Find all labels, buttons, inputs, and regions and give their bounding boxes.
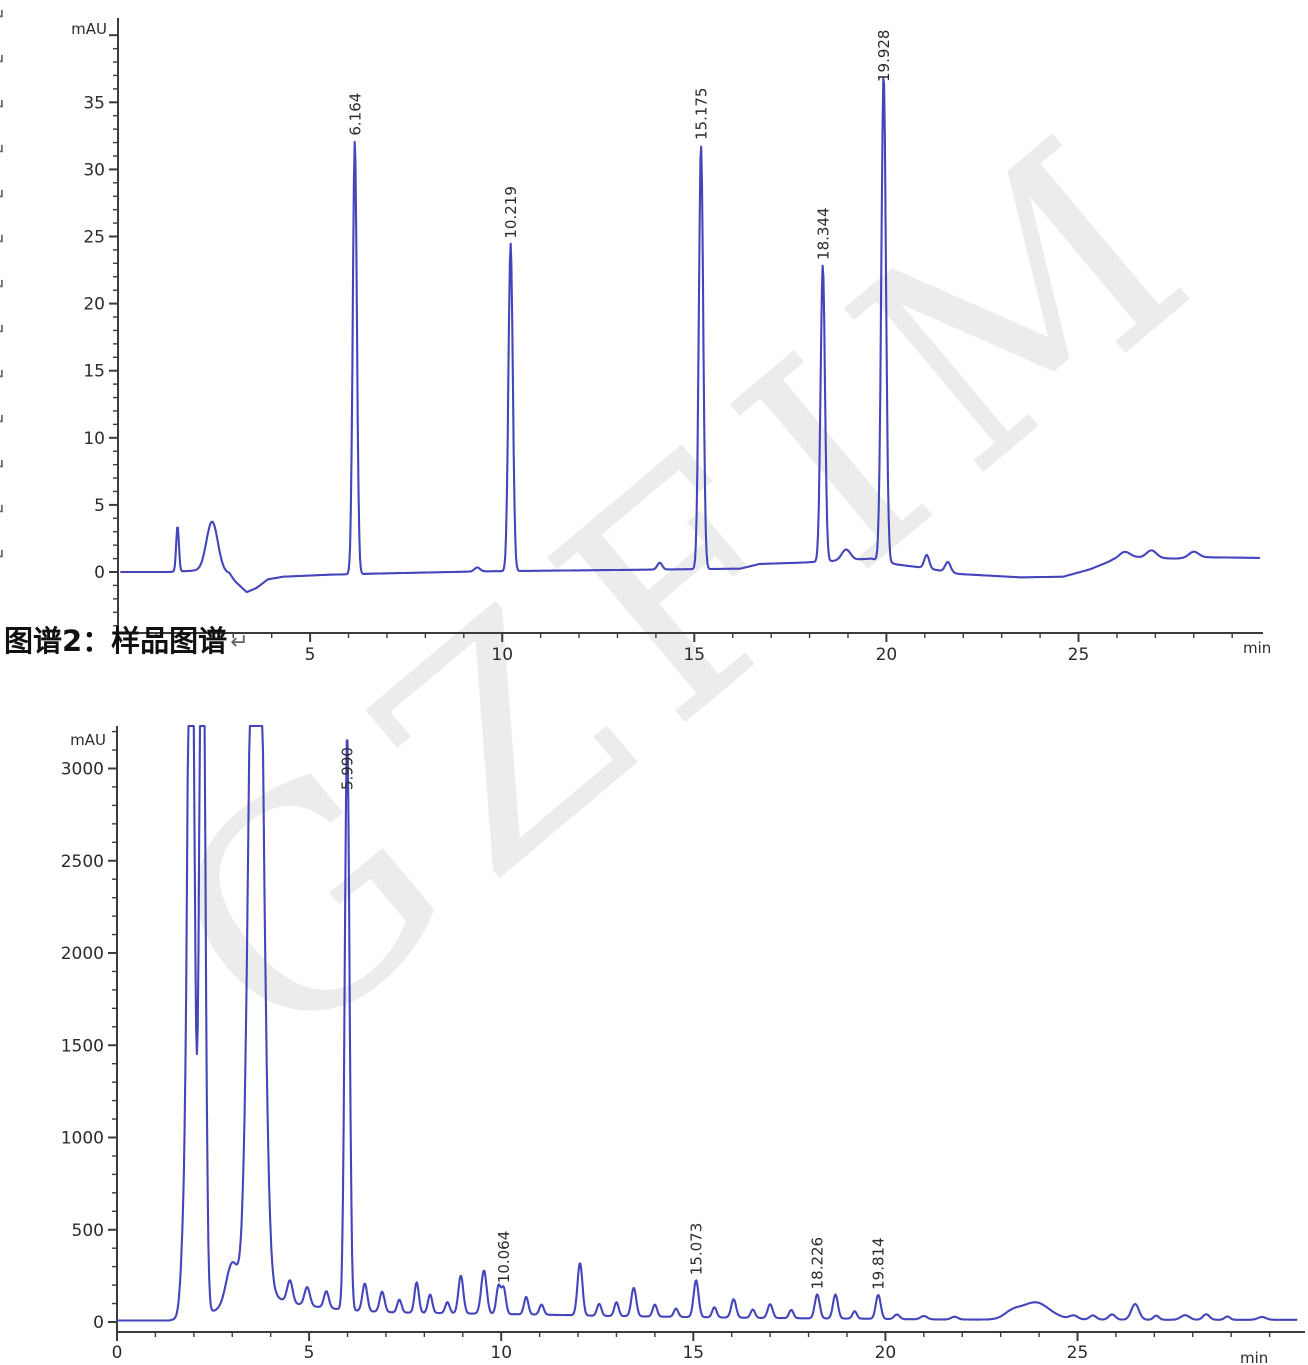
x-tick-label: 10 xyxy=(491,645,513,665)
x-axis-unit-label: min xyxy=(1240,1349,1268,1365)
paragraph-mark-icon: ↵ xyxy=(0,186,7,207)
peak-retention-time-label: 18.344 xyxy=(814,207,832,260)
y-tick-label: 10 xyxy=(83,429,105,449)
y-tick-label: 2500 xyxy=(61,852,104,872)
y-tick-label: 0 xyxy=(93,1313,104,1333)
x-tick-label: 5 xyxy=(304,1343,315,1363)
y-tick-label: 500 xyxy=(72,1221,104,1241)
paragraph-mark-icon: ↵ xyxy=(0,276,7,297)
x-tick-label: 5 xyxy=(305,645,316,665)
y-axis-unit-label: mAU xyxy=(71,20,107,38)
peak-retention-time-label: 10.064 xyxy=(495,1231,513,1284)
x-axis-unit-label: min xyxy=(1243,639,1271,657)
y-tick-label: 2000 xyxy=(61,944,104,964)
peak-retention-time-label: 19.928 xyxy=(875,30,893,83)
paragraph-mark-icon: ↵ xyxy=(0,6,7,27)
x-tick-label: 20 xyxy=(875,1343,897,1363)
paragraph-mark-icon: ↵ xyxy=(0,501,7,522)
x-tick-label: 10 xyxy=(490,1343,512,1363)
chromatogram-bottom-trace xyxy=(115,724,1298,1322)
chromatogram-top-trace xyxy=(120,77,1261,594)
peak-retention-time-label: 15.073 xyxy=(688,1223,706,1276)
y-tick-label: 30 xyxy=(83,160,105,180)
y-tick-label: 5 xyxy=(94,496,105,516)
figure-caption: 图谱2：样品图谱 ↵ xyxy=(4,618,249,660)
y-tick-label: 35 xyxy=(83,93,105,113)
peak-retention-time-label: 5.990 xyxy=(339,747,357,790)
x-tick-label: 15 xyxy=(682,1343,704,1363)
peak-retention-time-label: 18.226 xyxy=(809,1237,827,1290)
paragraph-mark-icon: ↵ xyxy=(0,321,7,342)
y-tick-label: 1000 xyxy=(61,1129,104,1149)
chromatogram-bottom: 0 500 1000 1500 2000 2500 3000 0 5 10 15 20 25 mAU min… xyxy=(61,724,1305,1365)
figure-caption-text: 图谱2：样品图谱 xyxy=(4,624,228,658)
x-tick-label: 15 xyxy=(683,645,705,665)
peak-retention-time-label: 15.175 xyxy=(693,88,711,141)
y-tick-label: 1500 xyxy=(61,1036,104,1056)
y-tick-label: 25 xyxy=(83,228,105,248)
paragraph-mark-icon: ↵ xyxy=(230,630,249,655)
y-tick-label: 20 xyxy=(83,295,105,315)
chromatogram-top: 0 5 10 15 20 25 30 35 5 10 15 20 25 mAU min 6.164 10.219… xyxy=(71,18,1271,665)
y-tick-label: 3000 xyxy=(61,760,104,780)
x-tick-label: 25 xyxy=(1067,1343,1089,1363)
paragraph-mark-icon: ↵ xyxy=(0,96,7,117)
y-axis-unit-label: mAU xyxy=(70,731,106,749)
y-tick-label: 0 xyxy=(94,563,105,583)
peak-retention-time-label: 6.164 xyxy=(346,93,364,136)
paragraph-mark-icon: ↵ xyxy=(0,141,7,162)
paragraph-mark-icon: ↵ xyxy=(0,231,7,252)
paragraph-mark-icon: ↵ xyxy=(0,51,7,72)
x-tick-label: 0 xyxy=(112,1343,123,1363)
y-tick-label: 15 xyxy=(83,362,105,382)
x-tick-label: 25 xyxy=(1068,645,1090,665)
paragraph-mark-icon: ↵ xyxy=(0,456,7,477)
paragraph-mark-icon: ↵ xyxy=(0,366,7,387)
peak-retention-time-label: 10.219 xyxy=(502,186,520,239)
peak-retention-time-label: 19.814 xyxy=(870,1237,888,1290)
paragraph-mark-icon: ↵ xyxy=(0,411,7,432)
x-tick-label: 20 xyxy=(876,645,898,665)
paragraph-mark-icon: ↵ xyxy=(0,546,7,567)
